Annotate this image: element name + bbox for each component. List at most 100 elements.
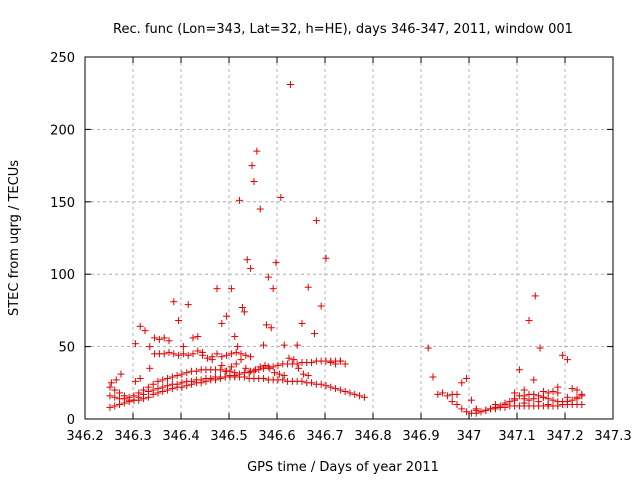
data-point [232, 360, 240, 368]
y-tick-label: 100 [50, 268, 75, 283]
data-point [260, 374, 268, 382]
data-point [194, 347, 202, 355]
data-point [448, 398, 456, 406]
data-point [250, 178, 258, 186]
data-point [208, 356, 216, 364]
data-point [111, 393, 119, 401]
x-tick-label: 346.2 [66, 429, 103, 444]
data-point [227, 285, 235, 293]
data-point [111, 402, 119, 410]
data-point [175, 317, 183, 325]
data-point [212, 376, 220, 384]
y-tick-label: 50 [58, 341, 75, 356]
data-point [271, 369, 279, 377]
data-point [253, 147, 261, 155]
data-point [515, 366, 523, 374]
data-point [247, 367, 255, 375]
data-point [520, 395, 528, 403]
x-tick-label: 347 [457, 429, 482, 444]
data-point [280, 341, 288, 349]
data-point [183, 369, 191, 377]
data-point [280, 372, 288, 380]
data-point [135, 396, 143, 404]
data-point [463, 408, 471, 416]
data-point [164, 386, 172, 394]
data-point [491, 401, 499, 409]
data-point [536, 344, 544, 352]
data-point [247, 353, 255, 361]
data-point [336, 386, 344, 394]
data-point [264, 273, 272, 281]
data-point [563, 356, 571, 364]
data-point [136, 374, 144, 382]
data-point [236, 370, 244, 378]
data-point [144, 383, 152, 391]
x-tick-label: 347.3 [594, 429, 631, 444]
data-point [231, 369, 239, 377]
data-point [277, 193, 285, 201]
data-point [439, 389, 447, 397]
data-point [539, 387, 547, 395]
data-point [322, 382, 330, 390]
data-point [213, 285, 221, 293]
data-point [120, 392, 128, 400]
data-point [269, 363, 277, 371]
tick-labels: 346.2 346.3 346.4 346.5 346.6 346.7 346.8 346.9… [50, 51, 631, 444]
data-point [304, 372, 312, 380]
data-point [424, 344, 432, 352]
data-point [530, 376, 538, 384]
y-tick-label: 200 [50, 123, 75, 138]
data-point [140, 395, 148, 403]
data-point [346, 389, 354, 397]
data-point [458, 405, 466, 413]
chart-title: Rec. func (Lon=343, Lat=32, h=HE), days … [113, 22, 573, 37]
data-point [332, 360, 340, 368]
data-point [140, 386, 148, 394]
data-point [573, 393, 581, 401]
data-point [218, 361, 226, 369]
data-point [146, 364, 154, 372]
data-point [232, 348, 240, 356]
data-point [106, 383, 114, 391]
data-point [160, 350, 168, 358]
data-point [304, 283, 312, 291]
data-point [310, 330, 318, 338]
data-point [165, 348, 173, 356]
x-tick-label: 346.9 [402, 429, 439, 444]
data-point [178, 383, 186, 391]
data-point [251, 366, 259, 374]
data-point [117, 370, 125, 378]
grid [85, 57, 613, 419]
data-point [227, 350, 235, 358]
data-point [472, 406, 480, 414]
data-point [568, 396, 576, 404]
data-point [203, 354, 211, 362]
data-point [308, 359, 316, 367]
data-point [544, 389, 552, 397]
data-point [360, 393, 368, 401]
data-point [256, 363, 264, 371]
data-point [173, 372, 181, 380]
data-point [245, 369, 253, 377]
data-point [563, 393, 571, 401]
data-point [223, 312, 231, 320]
x-tick-label: 346.4 [162, 429, 199, 444]
data-point [165, 337, 173, 345]
data-point [125, 393, 133, 401]
data-point [298, 319, 306, 327]
data-point [317, 302, 325, 310]
x-axis-label: GPS time / Days of year 2011 [247, 460, 439, 475]
data-point [559, 351, 567, 359]
data-point [260, 364, 268, 372]
data-point [242, 351, 250, 359]
data-point [317, 380, 325, 388]
data-point [549, 396, 557, 404]
data-points [106, 81, 586, 417]
data-point [511, 396, 519, 404]
data-point [141, 327, 149, 335]
data-point [144, 393, 152, 401]
data-point [189, 334, 197, 342]
data-point [183, 382, 191, 390]
